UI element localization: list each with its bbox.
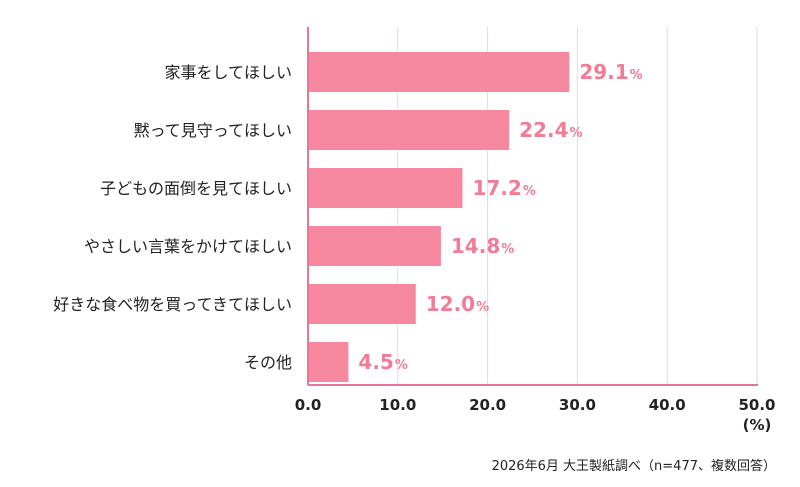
category-label: 好きな食べ物を買ってきてほしい: [53, 295, 292, 314]
x-axis-unit-label: (%): [743, 416, 772, 434]
value-label: 4.5%: [358, 350, 407, 374]
category-label: 家事をしてほしい: [164, 63, 292, 82]
category-label: 黙って見守ってほしい: [134, 121, 292, 140]
value-label: 12.0%: [426, 292, 489, 316]
category-label: その他: [244, 353, 292, 372]
value-label: 29.1%: [579, 60, 642, 84]
x-tick-label: 30.0: [559, 396, 596, 414]
bar: [308, 284, 416, 324]
value-label: 22.4%: [519, 118, 582, 142]
category-label: 子どもの面倒を見てほしい: [100, 179, 292, 198]
bar: [308, 168, 463, 208]
bar: [308, 110, 510, 150]
x-tick-label: 50.0: [738, 396, 775, 414]
category-label: やさしい言葉をかけてほしい: [84, 237, 292, 256]
bar: [308, 52, 570, 92]
x-tick-label: 10.0: [379, 396, 416, 414]
bar: [308, 342, 349, 382]
value-label: 17.2%: [472, 176, 535, 200]
value-label: 14.8%: [451, 234, 514, 258]
source-note: 2026年6月 大王製紙調べ（n=477、複数回答）: [491, 459, 776, 474]
bar: [308, 226, 441, 266]
x-tick-label: 40.0: [649, 396, 686, 414]
x-tick-label: 20.0: [469, 396, 506, 414]
x-tick-label: 0.0: [295, 396, 322, 414]
